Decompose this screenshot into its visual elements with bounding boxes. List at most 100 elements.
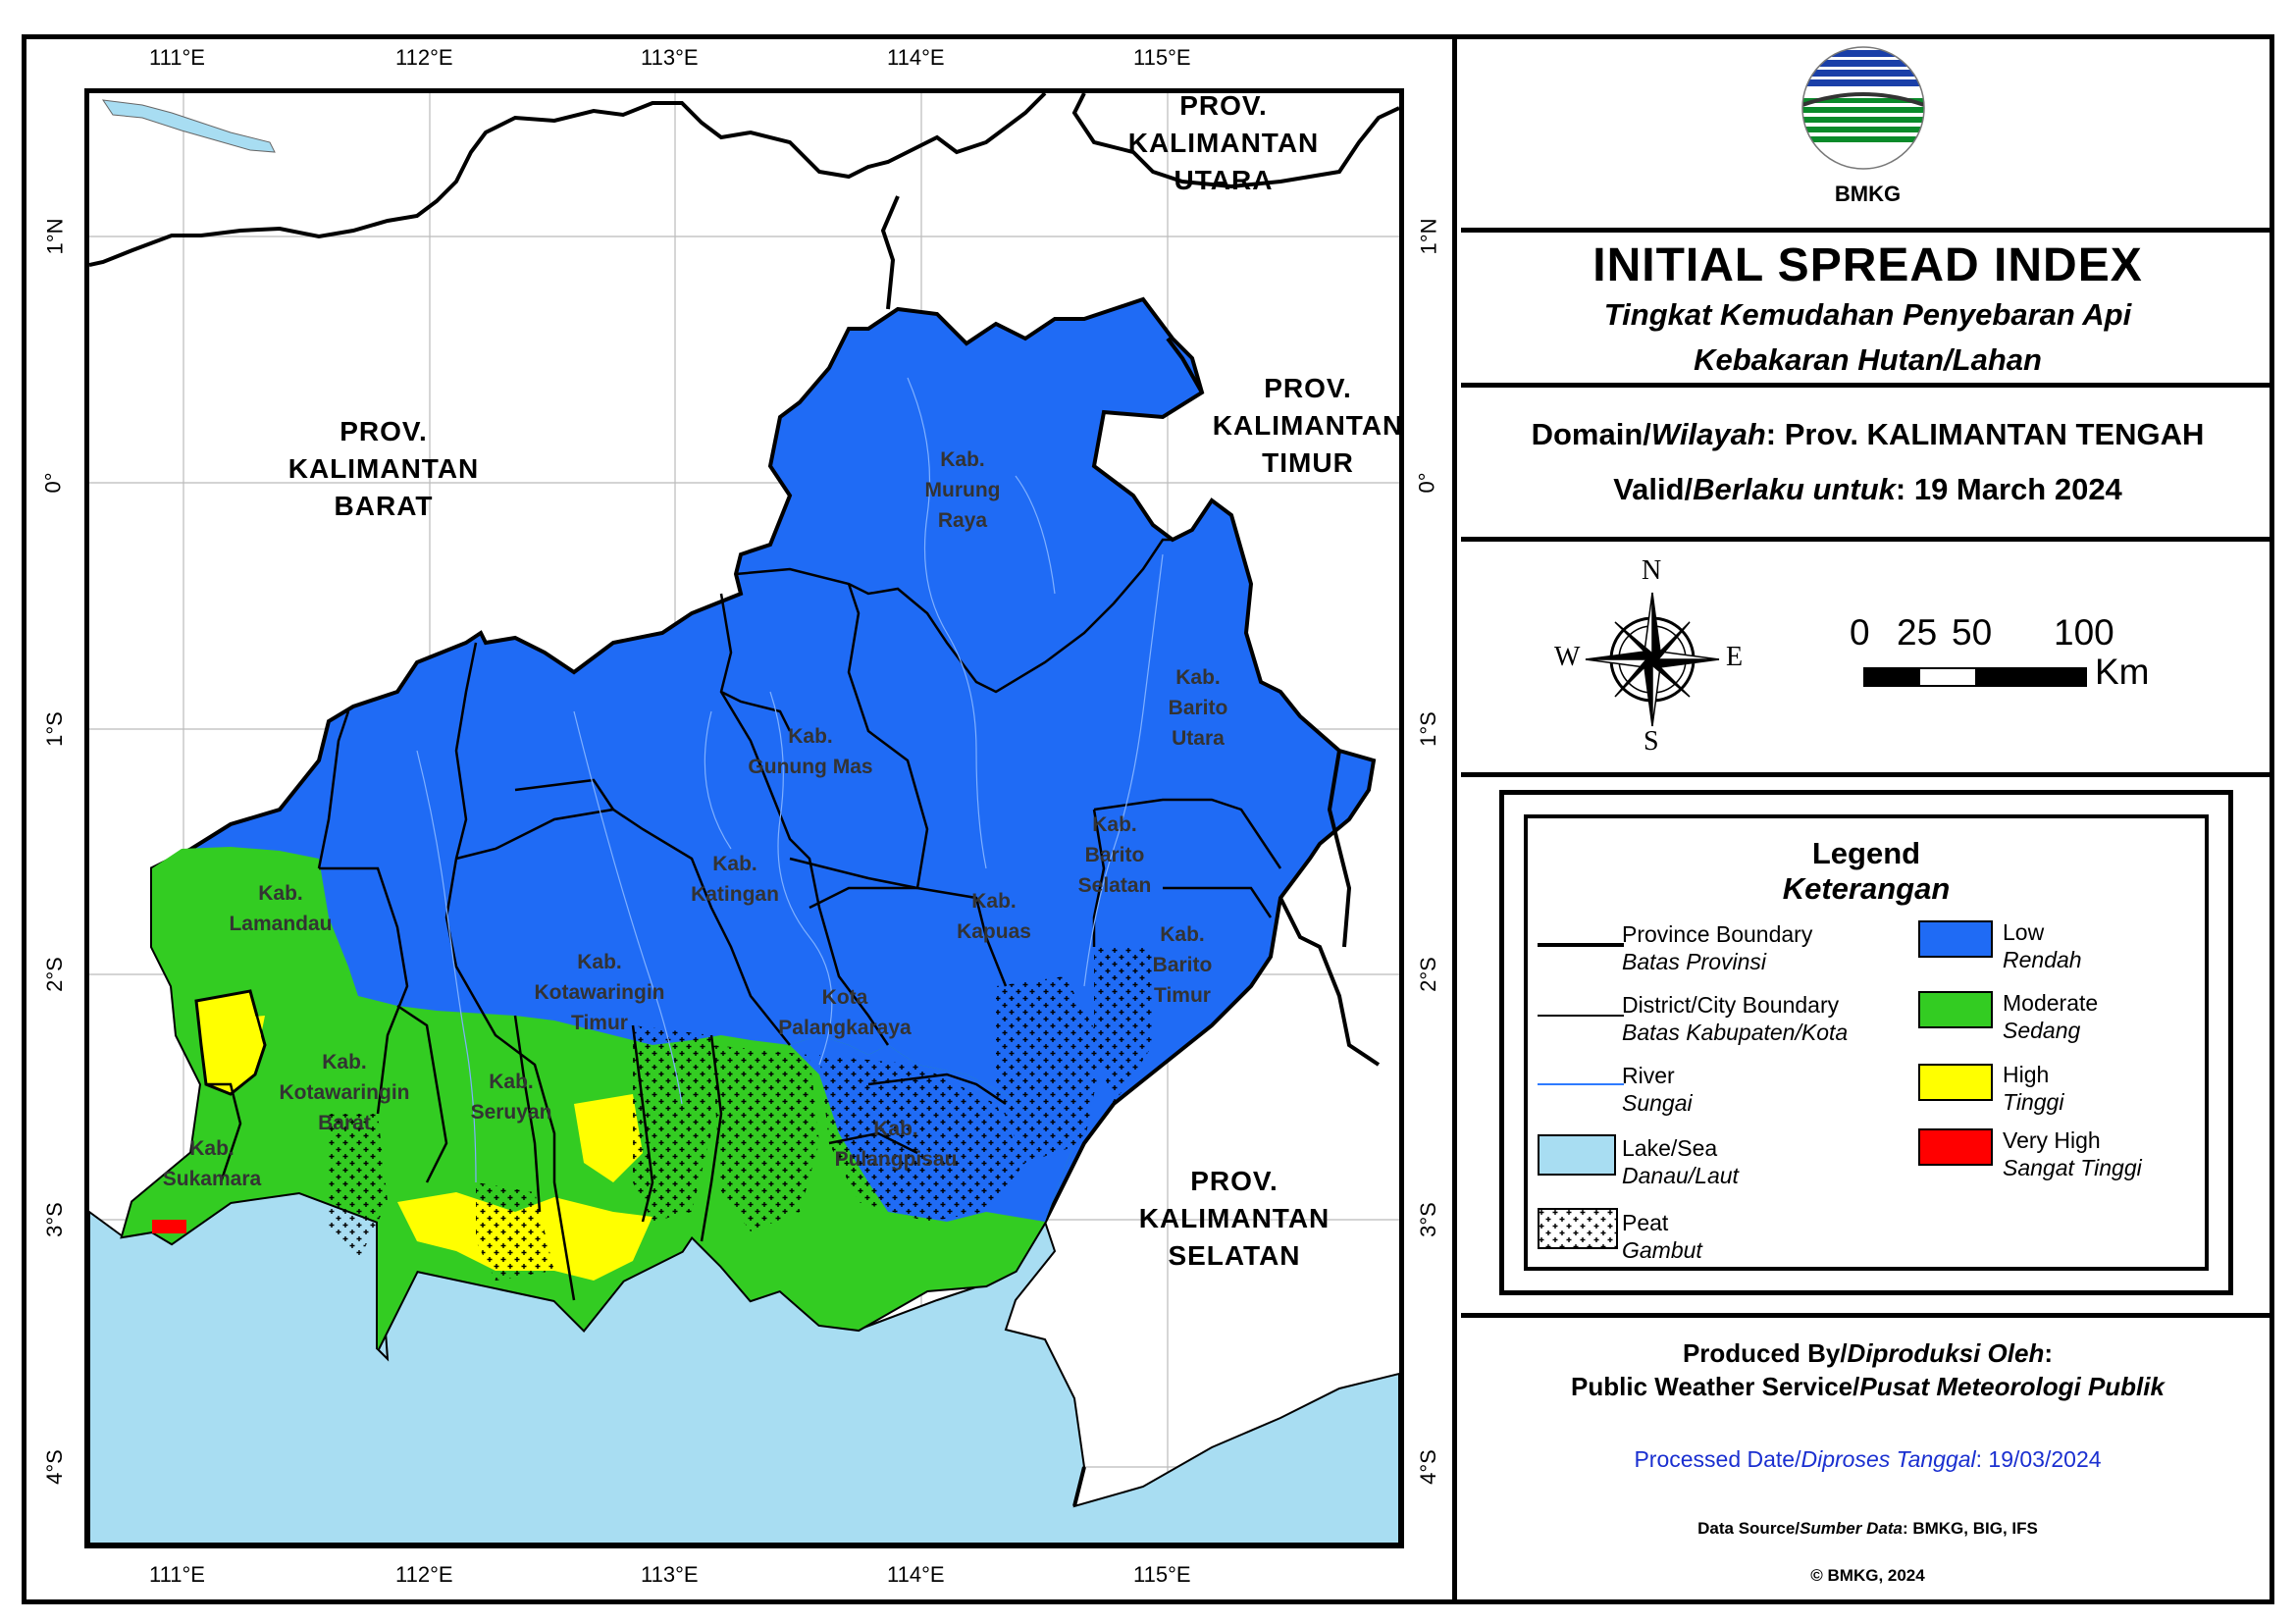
logo-text: BMKG <box>1834 182 1902 206</box>
scale-label-0: 0 <box>1850 612 1870 653</box>
district-boundary-swatch <box>1538 1015 1624 1017</box>
district-murung-raya-line2: Murung <box>924 479 1001 501</box>
lat-tick-left-4s: 4°S <box>41 1449 67 1485</box>
district-sukamara-line2: Sukamara <box>162 1168 262 1190</box>
legend-moderate-en: Moderate <box>2003 990 2099 1016</box>
very-high-swatch <box>1918 1128 1993 1166</box>
district-murung-raya-line3: Raya <box>937 509 988 532</box>
legend-peat-id: Gambut <box>1622 1237 1702 1263</box>
legend-province-en: Province Boundary <box>1622 921 1813 947</box>
label-kaltim-line3: TIMUR <box>1262 447 1354 478</box>
district-barito-timur-line1: Kab. <box>1160 923 1205 946</box>
legend-district-en: District/City Boundary <box>1622 992 1840 1018</box>
lon-tick-bottom-111: 111°E <box>149 1562 205 1587</box>
legend-peat: Peat Gambut <box>1622 1209 1702 1264</box>
lon-tick-bottom-115: 115°E <box>1133 1562 1191 1587</box>
pws-a: Public Weather Service/ <box>1571 1372 1860 1401</box>
legend-peat-en: Peat <box>1622 1210 1669 1235</box>
pws-b: Pusat Meteorologi Publik <box>1859 1372 2165 1401</box>
legend-high-en: High <box>2003 1062 2050 1087</box>
label-kalbar-line1: PROV. <box>339 416 428 446</box>
scale-label-100: 100 <box>2054 612 2114 653</box>
moderate-zone <box>123 847 1074 1349</box>
label-kalsel-line1: PROV. <box>1190 1166 1278 1196</box>
legend-district-boundary: District/City Boundary Batas Kabupaten/Ko… <box>1622 991 1848 1046</box>
domain-line: Domain/Wilayah: Prov. KALIMANTAN TENGAH <box>1461 407 2274 462</box>
label-kaltara: PROV. KALIMANTAN UTARA <box>1096 93 1351 199</box>
scale-label-50: 50 <box>1952 612 1993 653</box>
district-gunung-mas-line2: Gunung Mas <box>748 756 873 778</box>
legend-inner: Legend Keterangan Province Boundary Batas… <box>1524 814 2209 1271</box>
produced-c: : <box>2044 1338 2054 1368</box>
compass-scale-panel: N S E W 0 25 50 100 Km <box>1461 542 2274 777</box>
high-zone-mid <box>574 1094 643 1182</box>
legend-low: Low Rendah <box>2003 918 2082 973</box>
district-kobar-line1: Kab. <box>322 1051 367 1073</box>
lat-tick-right-1n: 1°N <box>1416 218 1441 255</box>
district-seruyan: Kab. Seruyan <box>452 1067 570 1127</box>
low-swatch <box>1918 920 1993 958</box>
label-kaltara-line3: UTARA <box>1174 165 1274 195</box>
processed-date: Processed Date/Diproses Tanggal: 19/03/2… <box>1461 1446 2274 1473</box>
rivers <box>416 377 1164 1183</box>
district-kapuas: Kab. Kapuas <box>935 886 1053 947</box>
legend-lake-id: Danau/Laut <box>1622 1163 1739 1188</box>
logo-panel: BMKG <box>1461 34 2274 233</box>
label-kaltim: PROV. KALIMANTAN TIMUR <box>1200 370 1399 482</box>
map-panel <box>22 34 1457 1604</box>
legend-divider <box>1461 1313 2274 1318</box>
lat-tick-left-1s: 1°S <box>41 711 67 747</box>
district-katingan-line2: Katingan <box>691 883 779 906</box>
lat-tick-right-4s: 4°S <box>1415 1449 1440 1485</box>
district-gunung-mas-line1: Kab. <box>788 725 833 748</box>
lon-tick-top-115: 115°E <box>1133 45 1191 70</box>
district-kotim-line2: Kotawaringin <box>534 981 665 1004</box>
legend-moderate: Moderate Sedang <box>2003 989 2098 1044</box>
label-kalsel-line3: SELATAN <box>1168 1240 1301 1271</box>
district-barito-utara-line3: Utara <box>1172 727 1225 750</box>
district-palangkaraya: Kota Palangkaraya <box>757 982 933 1043</box>
district-barito-selatan-line1: Kab. <box>1092 813 1137 836</box>
domain-label-italic: Wilayah <box>1650 417 1766 451</box>
produced-by: Produced By/Diproduksi Oleh: <box>1461 1338 2274 1369</box>
legend-box: Legend Keterangan Province Boundary Batas… <box>1499 790 2233 1295</box>
district-seruyan-line2: Seruyan <box>470 1101 552 1124</box>
lon-tick-top-111: 111°E <box>149 45 205 70</box>
very-high-zone <box>152 1220 186 1233</box>
label-kalbar-line2: KALIMANTAN <box>287 453 480 484</box>
copyright: © BMKG, 2024 <box>1810 1566 1925 1585</box>
district-lamandau: Kab. Lamandau <box>207 878 354 939</box>
district-kotawaringin-timur: Kab. Kotawaringin Timur <box>501 947 698 1038</box>
lon-tick-bottom-112: 112°E <box>395 1562 453 1587</box>
domain-panel: Domain/Wilayah: Prov. KALIMANTAN TENGAH … <box>1461 388 2274 542</box>
district-barito-timur: Kab. Barito Timur <box>1133 919 1231 1011</box>
legend-district-id: Batas Kabupaten/Kota <box>1622 1020 1849 1045</box>
legend-lake-sea: Lake/Sea Danau/Laut <box>1622 1134 1739 1189</box>
legend-lake-en: Lake/Sea <box>1622 1135 1718 1161</box>
district-barito-selatan-line3: Selatan <box>1077 874 1152 897</box>
title-panel: INITIAL SPREAD INDEX Tingkat Kemudahan P… <box>1461 233 2274 388</box>
map-subtitle-2: Kebakaran Hutan/Lahan <box>1694 342 2042 377</box>
district-kobar-line3: Barat <box>318 1112 371 1134</box>
producer-name: Public Weather Service/Pusat Meteorologi… <box>1461 1372 2274 1402</box>
legend-river-en: River <box>1622 1063 1675 1088</box>
source-b: Sumber Data <box>1800 1519 1903 1538</box>
lat-tick-left-3s: 3°S <box>41 1202 67 1237</box>
district-lamandau-line2: Lamandau <box>229 913 333 935</box>
lake <box>101 99 276 153</box>
district-sukamara-line1: Kab. <box>189 1137 235 1160</box>
label-kalsel: PROV. KALIMANTAN SELATAN <box>1102 1163 1367 1275</box>
district-barito-timur-line3: Timur <box>1154 984 1211 1007</box>
district-sukamara: Kab. Sukamara <box>148 1133 276 1194</box>
district-kapuas-line2: Kapuas <box>957 920 1031 943</box>
valid-label: Valid/ <box>1613 472 1694 506</box>
legend-title-italic: Keterangan <box>1782 871 1951 906</box>
lon-tick-bottom-113: 113°E <box>641 1562 699 1587</box>
district-pulangpisau-line1: Kab. <box>873 1118 918 1140</box>
lat-tick-right-0: 0° <box>1414 472 1439 494</box>
province-boundary-swatch <box>1538 943 1624 947</box>
lon-tick-bottom-114: 114°E <box>887 1562 945 1587</box>
province-boundaries <box>89 93 1399 1507</box>
district-kotim-line1: Kab. <box>577 951 622 973</box>
compass-n: N <box>1642 555 1662 586</box>
